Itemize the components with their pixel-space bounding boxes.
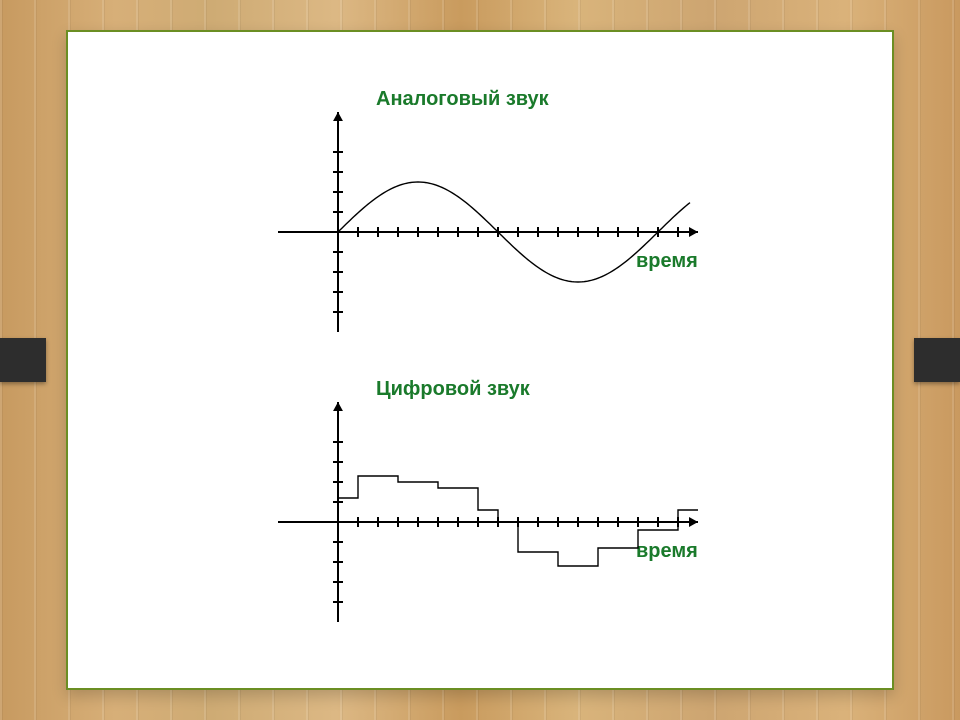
- wood-background: Аналоговый звук время Цифровой звук врем…: [0, 0, 960, 720]
- right-tab-handle: [914, 338, 960, 382]
- digital-signal-chart: [268, 372, 738, 632]
- charts-container: Аналоговый звук время Цифровой звук врем…: [268, 82, 738, 642]
- slide-frame: Аналоговый звук время Цифровой звук врем…: [66, 30, 894, 690]
- analog-signal-chart: [268, 82, 738, 342]
- left-tab-handle: [0, 338, 46, 382]
